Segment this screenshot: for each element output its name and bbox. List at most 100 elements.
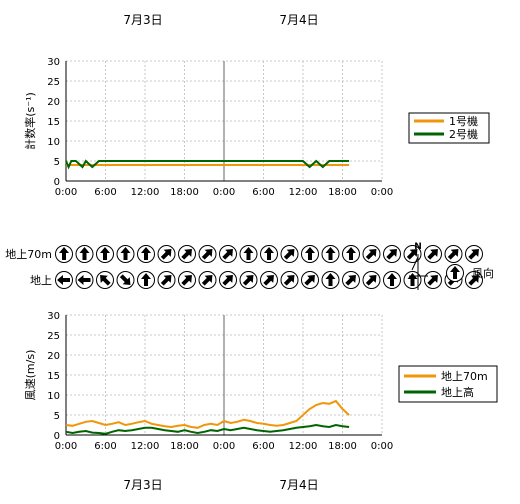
date-label-top-2: 7月4日 [279, 13, 318, 27]
series-line-1 [65, 399, 350, 429]
wind-row-label-ground: 地上 [30, 274, 52, 287]
wind-arrow-ne [157, 271, 176, 289]
x-tick-label: 0:00 [371, 441, 393, 452]
wind-arrow-n [55, 245, 73, 263]
wind-arrow-n [137, 245, 155, 263]
wind-arrow-ne [403, 245, 422, 263]
wind-arrow-n [342, 245, 360, 263]
y-tick-label: 20 [47, 351, 60, 362]
wind-arrow-ne [198, 245, 217, 263]
date-label-bottom-1: 7月3日 [123, 478, 162, 492]
x-tick-label: 12:00 [131, 187, 160, 198]
wind-arrow-ne [239, 271, 258, 289]
wind-arrow-n [260, 245, 278, 263]
wind-arrow-n [96, 245, 114, 263]
wind-arrow-ne [362, 245, 381, 263]
date-label-top-1: 7月3日 [123, 13, 162, 27]
wind-arrow-ne [219, 271, 237, 289]
wind-speed-legend: 地上70m 地上高 [398, 365, 498, 403]
y-tick-label: 20 [47, 97, 60, 108]
x-tick-label: 0:00 [55, 187, 77, 198]
wind-direction-legend: 風向 [446, 264, 494, 282]
wind-arrow-n [239, 245, 258, 263]
wind-arrow-w [55, 271, 73, 289]
wind-arrow-ne [219, 245, 237, 263]
wind-arrow-ne [260, 271, 278, 289]
y-axis-label: 計数率(s⁻¹) [23, 92, 37, 150]
wind-arrow-n [301, 245, 319, 263]
wind-arrow-ne [178, 271, 196, 289]
legend-label-series-1: 地上70m [441, 370, 488, 383]
y-tick-label: 30 [47, 57, 60, 68]
wind-direction-legend-label: 風向 [472, 266, 494, 280]
legend-label-series-1: 1号機 [449, 114, 478, 128]
x-tick-label: 0:00 [213, 441, 235, 452]
x-tick-label: 12:00 [289, 441, 318, 452]
wind-speed-chart: 0 5 10 15 20 25 30 0:00 6:00 12:00 18:00 0:00 6:00 1… [24, 311, 393, 452]
y-tick-label: 0 [54, 177, 60, 188]
wind-arrow-ne [280, 245, 299, 263]
x-tick-label: 0:00 [371, 187, 393, 198]
wind-arrow-n [383, 271, 401, 289]
y-tick-label: 15 [47, 371, 60, 382]
x-tick-label: 6:00 [94, 441, 116, 452]
wind-arrow-ne [178, 245, 196, 263]
x-tick-label: 12:00 [289, 187, 318, 198]
y-tick-label: 25 [47, 331, 60, 342]
wind-arrow-se [116, 271, 135, 289]
count-rate-legend: 1号機 2号機 [408, 112, 490, 144]
wind-arrow-ne [301, 271, 319, 289]
legend-box [408, 112, 490, 144]
x-tick-label: 18:00 [170, 187, 199, 198]
y-tick-label: 25 [47, 77, 60, 88]
y-tick-label: 10 [47, 137, 60, 148]
x-tick-label: 0:00 [55, 441, 77, 452]
compass-north-label: N [414, 242, 422, 252]
legend-box [398, 365, 498, 403]
x-tick-label: 18:00 [328, 187, 357, 198]
wind-arrow-n [321, 271, 340, 289]
compass-icon: N [409, 242, 428, 290]
wind-arrow-ne [444, 245, 463, 263]
x-tick-label: 6:00 [252, 441, 274, 452]
wind-arrow-ne [280, 271, 299, 289]
wind-arrow-ne [157, 245, 176, 263]
x-tick-label: 12:00 [131, 441, 160, 452]
date-label-bottom-2: 7月4日 [279, 478, 318, 492]
y-tick-label: 10 [47, 391, 60, 402]
wind-arrow-w [75, 271, 94, 289]
x-tick-label: 0:00 [213, 187, 235, 198]
wind-arrow-ne [424, 245, 442, 263]
x-tick-label: 6:00 [94, 187, 116, 198]
wind-arrow-ne [424, 271, 442, 289]
count-rate-chart: 0 5 10 15 20 25 30 0:00 6:00 12:00 18:00 0:00 6:00 1… [23, 57, 393, 198]
legend-label-series-2: 2号機 [449, 127, 478, 141]
wind-arrow-n [137, 271, 155, 289]
y-tick-label: 5 [54, 157, 60, 168]
wind-arrow-ne [465, 271, 483, 289]
wind-arrow-ne [362, 271, 381, 289]
wind-row-label-70m: 地上70m [5, 248, 52, 261]
x-tick-label: 18:00 [328, 441, 357, 452]
wind-arrow-n [321, 245, 340, 263]
wind-arrow-ne [465, 245, 483, 263]
series-line-2 [65, 159, 350, 170]
x-tick-label: 18:00 [170, 441, 199, 452]
y-tick-label: 15 [47, 117, 60, 128]
y-axis-label: 風速(m/s) [24, 350, 37, 401]
wind-arrow-n [75, 245, 94, 263]
wind-arrow-ne [342, 271, 360, 289]
wind-arrow-ne [198, 271, 217, 289]
legend-label-series-2: 地上高 [441, 385, 474, 399]
wind-arrow-nw [96, 271, 114, 289]
series-line-2 [65, 423, 350, 435]
wind-arrow-ne [383, 245, 401, 263]
wind-direction-panel: 地上70m 地上 [5, 245, 483, 289]
y-tick-label: 0 [54, 431, 60, 442]
wind-arrow-n [446, 264, 464, 282]
x-tick-label: 6:00 [252, 187, 274, 198]
y-tick-label: 5 [54, 411, 60, 422]
y-tick-label: 30 [47, 311, 60, 322]
wind-arrow-n [116, 245, 135, 263]
